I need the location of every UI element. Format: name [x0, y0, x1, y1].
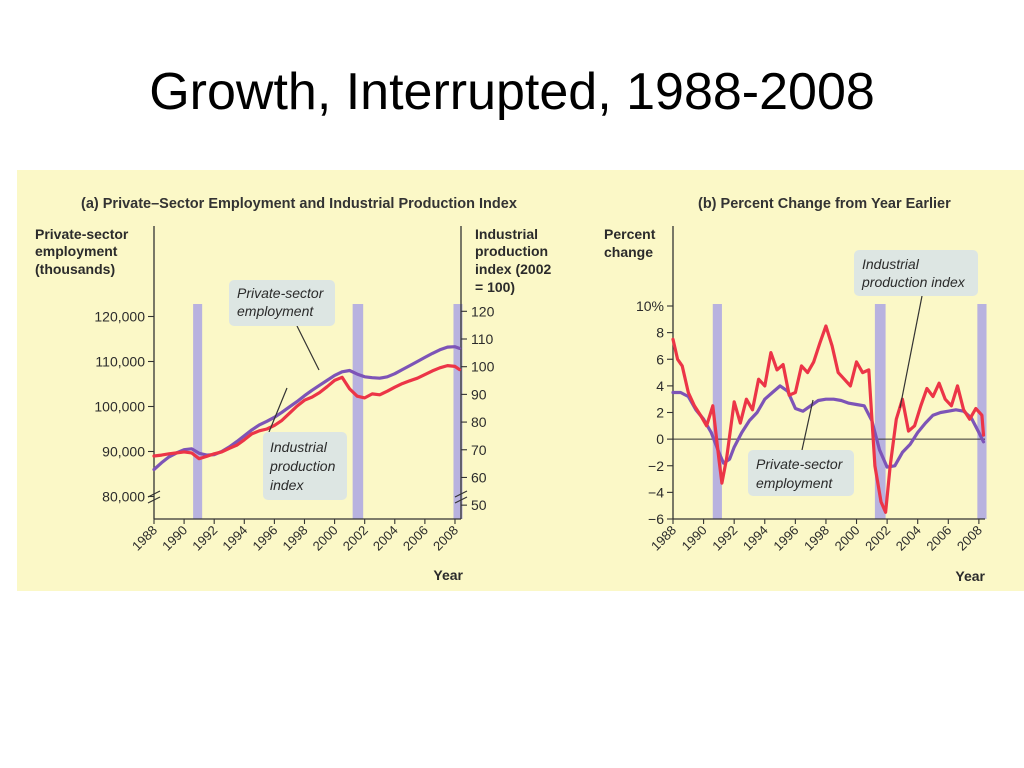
- right-tick-label: 60: [471, 469, 487, 485]
- panel-a-industrial-annotation-line-3: index: [270, 477, 304, 493]
- panel-b: (b) Percent Change from Year Earlier Per…: [604, 196, 987, 584]
- right-tick-label: 70: [471, 442, 487, 458]
- panel-b-axes: [667, 226, 985, 524]
- y-tick-label: −4: [648, 484, 664, 500]
- panel-a-industrial-annotation-line-2: production: [269, 458, 336, 474]
- y-tick-label: −2: [648, 458, 664, 474]
- panel-a-left-axis-title-line-1: Private-sector: [35, 226, 129, 242]
- panel-b-annotations: Industrial production index Private-sect…: [748, 250, 978, 496]
- panel-b-industrial-annotation-box: [854, 250, 978, 296]
- panel-b-employment-annotation-box: [748, 450, 854, 496]
- panel-a: (a) Private–Sector Employment and Indust…: [35, 196, 551, 583]
- series-line-private-sector-employment: [152, 345, 462, 472]
- panel-a-right-axis-title-line-4: = 100): [475, 279, 515, 295]
- y-tick-label: 90,000: [102, 444, 145, 460]
- y-tick-label: 100,000: [94, 399, 145, 415]
- y-tick-label: 120,000: [94, 309, 145, 325]
- panel-a-industrial-annotation-leader: [268, 387, 288, 433]
- right-axis-break: [454, 490, 468, 504]
- series-line-private-sector-employment: [671, 384, 986, 469]
- right-tick-label: 110: [471, 331, 494, 347]
- panel-a-employment-annotation-box: [229, 280, 335, 326]
- panel-a-right-tick-labels: 120 110 100 90 80 70 60 50: [471, 303, 495, 513]
- recession-band-2: [874, 304, 886, 519]
- recession-band-1: [712, 304, 722, 519]
- y-tick-label: 4: [656, 378, 664, 394]
- panel-a-employment-annotation-leader: [296, 325, 320, 371]
- panel-b-y-tick-labels: 10% 8 6 4 2 0 −2 −4 −6: [636, 298, 664, 527]
- panel-b-employment-annotation-line-1: Private-sector: [756, 456, 844, 472]
- panel-a-left-axis-title-line-3: (thousands): [35, 261, 115, 277]
- panel-a-series-lines: [152, 345, 462, 472]
- recession-band-2: [352, 304, 364, 519]
- panel-b-employment-annotation-line-2: employment: [756, 475, 833, 491]
- y-tick-label: 110,000: [95, 354, 145, 370]
- panel-b-industrial-annotation-line-2: production index: [861, 274, 966, 290]
- panel-a-axes: [147, 226, 468, 524]
- recession-band-3: [977, 304, 987, 519]
- panel-a-right-axis-title-line-2: production: [475, 243, 548, 259]
- panel-b-y-axis-title-line-2: change: [604, 244, 653, 260]
- right-tick-label: 50: [471, 497, 487, 513]
- panel-b-y-axis-title-line-1: Percent: [604, 226, 656, 242]
- y-tick-label: 2: [656, 405, 664, 421]
- panel-a-title: (a) Private–Sector Employment and Indust…: [81, 196, 517, 212]
- y-tick-label: −6: [648, 511, 664, 527]
- recession-band-1: [193, 304, 203, 519]
- panel-b-recession-bands: [712, 304, 987, 519]
- series-line-industrial-production-index: [152, 364, 462, 461]
- panel-a-industrial-annotation-line-1: Industrial: [270, 439, 328, 455]
- panel-a-annotations: Private-sector employment Industrial pro…: [229, 280, 347, 500]
- figure-panel: (a) Private–Sector Employment and Indust…: [17, 170, 1024, 591]
- panel-a-left-tick-labels: 120,000 110,000 100,000 90,000 80,000: [94, 309, 145, 505]
- right-tick-label: 80: [471, 414, 487, 430]
- right-tick-label: 120: [471, 303, 495, 319]
- right-tick-label: 90: [471, 386, 487, 402]
- panel-b-series-lines: [671, 324, 986, 514]
- charts-canvas: (a) Private–Sector Employment and Indust…: [17, 170, 1024, 591]
- panel-b-industrial-annotation-leader: [899, 295, 923, 409]
- panel-a-recession-bands: [193, 304, 463, 519]
- panel-b-x-axis-title: Year: [955, 568, 985, 584]
- panel-a-employment-annotation-line-2: employment: [237, 303, 314, 319]
- y-tick-label: 80,000: [102, 489, 145, 505]
- panel-a-industrial-annotation-box: [263, 432, 347, 500]
- panel-b-title: (b) Percent Change from Year Earlier: [698, 196, 951, 212]
- series-line-industrial-production-index: [671, 324, 986, 514]
- y-tick-label: 0: [656, 431, 664, 447]
- panel-b-employment-annotation-leader: [801, 399, 814, 451]
- panel-b-industrial-annotation-line-1: Industrial: [862, 256, 920, 272]
- slide-title: Growth, Interrupted, 1988-2008: [149, 63, 875, 121]
- panel-a-right-axis-title-line-1: Industrial: [475, 226, 538, 242]
- y-tick-label: 10%: [636, 298, 664, 314]
- recession-band-3: [453, 304, 463, 519]
- y-tick-label: 6: [656, 351, 664, 367]
- right-tick-label: 100: [471, 359, 495, 375]
- panel-a-right-axis-title-line-3: index (2002: [475, 261, 551, 277]
- panel-a-left-axis-title-line-2: employment: [35, 243, 118, 259]
- panel-a-x-axis-title: Year: [433, 567, 463, 583]
- y-tick-label: 8: [656, 325, 664, 341]
- panel-a-employment-annotation-line-1: Private-sector: [237, 285, 325, 301]
